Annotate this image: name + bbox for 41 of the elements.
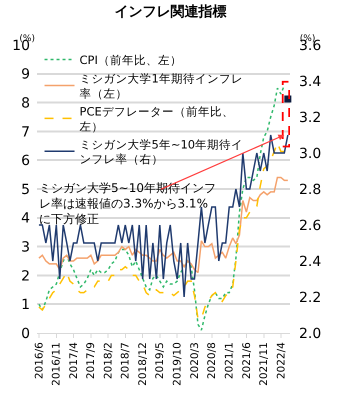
x-tick-label: 2019/10 (172, 342, 184, 386)
y2-tick-label: 3.4 (299, 74, 322, 90)
y-tick-label: 4 (21, 210, 30, 227)
x-tick-label: 2020/3 (188, 342, 201, 380)
y-tick-label: 2 (21, 268, 30, 284)
y-tick-label: 3 (21, 240, 30, 256)
x-tick-label: 2018/2 (102, 342, 115, 380)
y2-tick-label: 2.8 (299, 182, 322, 198)
x-tick-label: 2021/6 (240, 342, 253, 380)
y-tick-label: 9 (21, 66, 30, 83)
line-series (38, 176, 289, 274)
x-tick-label: 2019/5 (154, 342, 166, 380)
y2-tick-label: 2.2 (299, 290, 322, 306)
x-tick-label: 2021/1 (224, 342, 236, 380)
y2-tick-label: 3.2 (299, 110, 322, 126)
x-tick-label: 2017/4 (68, 342, 80, 380)
legend-label: PCEデフレーター（前年比、左） (80, 104, 234, 134)
x-tick-label: 2021/11 (258, 342, 270, 386)
x-tick-label: 2022/4 (275, 342, 288, 380)
x-tick-label: 2018/12 (137, 342, 150, 386)
y-tick-label: 8 (21, 96, 30, 112)
y2-tick-label: 3.0 (299, 146, 322, 162)
y-tick-label: 5 (21, 182, 30, 198)
legend-label: ミシガン大学5年~10年期待インフレ率（右） (80, 137, 244, 166)
y-tick-label: 0 (21, 326, 30, 342)
x-tick-label: 2016/11 (50, 342, 63, 386)
x-tick-label: 2018/7 (120, 342, 132, 380)
y2-tick-label: 2.4 (299, 254, 322, 270)
x-tick-label: 2017/9 (85, 342, 98, 380)
y-tick-label: 6 (21, 153, 30, 170)
y2-tick-label: 2.6 (299, 218, 322, 234)
legend-label: ミシガン大学1年期待インフレ率（左） (80, 71, 243, 100)
x-tick-label: 2020/8 (206, 342, 218, 380)
y-tick-label: 7 (21, 124, 30, 140)
y-tick-label: 1 (21, 297, 30, 314)
chart-title: インフレ関連指標 (114, 4, 226, 20)
line-series (38, 134, 289, 298)
y2-tick-label: 2.0 (299, 326, 322, 342)
line-series (38, 84, 286, 331)
legend-label: CPI（前年比、左） (80, 52, 182, 67)
x-tick-label: 2016/6 (33, 342, 46, 380)
